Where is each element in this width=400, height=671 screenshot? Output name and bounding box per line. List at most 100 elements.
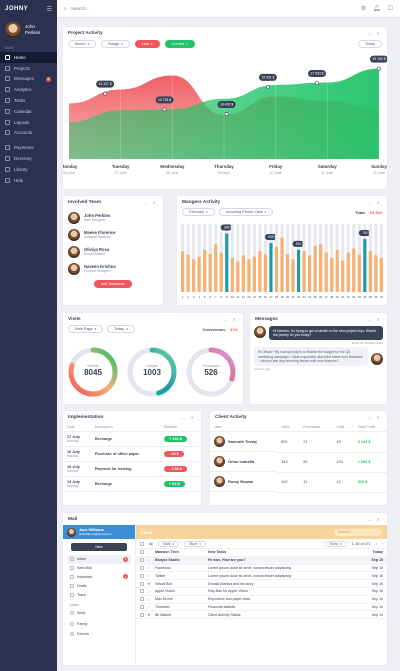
- mail-folder[interactable]: Inbox 2: [67, 555, 131, 564]
- row-checkbox[interactable]: [140, 550, 144, 555]
- row-checkbox[interactable]: [140, 558, 144, 563]
- folder-label: Drafts: [77, 583, 87, 588]
- card-controls[interactable]: — ✕: [367, 200, 382, 205]
- star-icon[interactable]: ☆: [147, 565, 151, 571]
- menu-icon[interactable]: ☰: [46, 6, 52, 13]
- card-controls[interactable]: — ✕: [367, 415, 382, 420]
- sidebar-item-accounts[interactable]: Accounts: [0, 128, 57, 139]
- star-icon[interactable]: ★: [147, 612, 151, 618]
- sidebar-item-analytics[interactable]: Analytics: [0, 84, 57, 95]
- table-row[interactable]: Romy Rowan 192 11 12 532 $: [210, 472, 387, 493]
- mail-row[interactable]: ☆ Facebook Lorem ipsum dolor sit amet, con…: [136, 565, 387, 573]
- row-checkbox[interactable]: [140, 597, 144, 602]
- card-controls[interactable]: — ✕: [367, 517, 382, 522]
- bell-icon[interactable]: 🔔︎: [372, 5, 381, 12]
- amount-chip: + 134 $: [164, 436, 187, 442]
- show-dropdown[interactable]: Show ▾: [324, 540, 347, 547]
- move-dropdown[interactable]: Move ▾: [184, 540, 206, 547]
- sidebar-item-home[interactable]: Home: [0, 52, 57, 63]
- mail-search-input[interactable]: Search...: [334, 528, 382, 536]
- mail-folder[interactable]: Important 1: [67, 573, 131, 582]
- team-member[interactable]: Naveen Krishna Product Designer: [68, 260, 158, 277]
- user-first-name: John: [25, 24, 35, 29]
- source-select[interactable]: Web Page ▾: [68, 325, 104, 333]
- team-member[interactable]: Maeve Florence Software Analysis: [68, 226, 158, 243]
- search-input[interactable]: ⌕ Search...: [64, 6, 361, 12]
- row-checkbox[interactable]: [140, 565, 144, 570]
- table-row[interactable]: 14 July Monday Recharge + 68 $: [63, 476, 201, 492]
- filter-month[interactable]: Month ▾: [68, 40, 97, 48]
- mail-folder[interactable]: Sent Mail: [67, 564, 131, 573]
- table-row[interactable]: 16 July Monday Payment for hosting - 7.00 $: [63, 461, 201, 477]
- table-row[interactable]: Samrath Tevraj 801 21 43 3 244 $: [210, 431, 387, 453]
- mail-row[interactable]: ☆ Apple Vision Ray-Ban for Apple Vision Sep…: [136, 588, 387, 596]
- mail-row[interactable]: ☆ Max Drone Reportbox and paper docs Sep 15: [136, 596, 387, 604]
- sidebar-item-help[interactable]: Help: [0, 175, 57, 186]
- star-icon[interactable]: ☆: [147, 573, 151, 579]
- mail-row[interactable]: ★ Bit Market Client Activity Status Sep 14: [136, 611, 387, 620]
- sidebar-item-payments[interactable]: Payments: [0, 142, 57, 153]
- star-icon[interactable]: ☆: [147, 588, 151, 594]
- cart-icon[interactable]: ☐: [387, 5, 393, 12]
- card-controls[interactable]: — ✕: [143, 200, 158, 205]
- star-icon[interactable]: ★: [147, 581, 151, 587]
- client-name: Romy Rowan: [228, 479, 254, 484]
- row-checkbox[interactable]: [140, 604, 144, 609]
- mark-dropdown[interactable]: Mark ▾: [158, 540, 180, 547]
- mail-row[interactable]: ☆ Twitter Lorem ipsum dolor sit amet, cons…: [136, 572, 387, 581]
- card-controls[interactable]: — ✕: [367, 317, 382, 322]
- type-select[interactable]: Incoming Phone Calls ▾: [218, 208, 274, 216]
- mail-label[interactable]: Family: [67, 618, 131, 628]
- sidebar-item-label: Messages: [14, 76, 35, 82]
- user-profile[interactable]: John Perkins: [0, 18, 57, 44]
- star-icon[interactable]: ☆: [147, 604, 151, 610]
- card-controls[interactable]: — ✕: [223, 317, 238, 322]
- filter-last[interactable]: Last ▾: [134, 40, 160, 48]
- mail-row[interactable]: ☆ Blurpix Studio Hi man, How are you? Sep 1…: [136, 556, 387, 565]
- table-row[interactable]: Omar Isabella 343 92 102 1 082 $: [210, 452, 387, 473]
- select-all-checkbox[interactable]: [140, 541, 144, 546]
- month-select[interactable]: February ▾: [182, 208, 215, 216]
- prev-icon[interactable]: ‹: [375, 541, 377, 546]
- next-icon[interactable]: ›: [381, 541, 383, 546]
- sidebar-item-directory[interactable]: Directory: [0, 153, 57, 164]
- table-row[interactable]: 16 July Monday Purchase of office paper - 3…: [63, 446, 201, 462]
- mail-label[interactable]: Work: [67, 608, 131, 618]
- sidebar-item-messages[interactable]: Messages 5: [0, 74, 57, 85]
- add-teammate-button[interactable]: Add Teammate: [93, 280, 133, 288]
- table-row[interactable]: 17 July Monday Recharge + 134 $: [63, 431, 201, 447]
- bar-tick-label: 36: [374, 295, 378, 299]
- mail-label[interactable]: Friends: [67, 629, 131, 639]
- sidebar-item-layouts[interactable]: Layouts: [0, 117, 57, 128]
- star-icon[interactable]: ☆: [147, 596, 151, 602]
- mail-folder[interactable]: Drafts: [67, 581, 131, 590]
- card-controls[interactable]: — ✕: [181, 415, 196, 420]
- mail-subject: Lorem ipsum dolor sit amet, consectetuer…: [208, 573, 291, 578]
- sidebar-item-calendar[interactable]: Calendar: [0, 106, 57, 117]
- gear-icon[interactable]: ⚙: [360, 5, 366, 12]
- team-member[interactable]: John Perkins Web Designer: [68, 209, 158, 226]
- row-checkbox[interactable]: [140, 573, 144, 578]
- today-button[interactable]: Today: [357, 40, 382, 48]
- mail-account[interactable]: Jack Williams jackwilliams@gmail.com: [63, 525, 135, 539]
- card-controls[interactable]: — ✕: [367, 31, 382, 36]
- row-checkbox[interactable]: [140, 581, 144, 586]
- sidebar-item-library[interactable]: Library: [0, 164, 57, 175]
- period-select[interactable]: Today ▾: [107, 325, 135, 333]
- star-icon[interactable]: ☆: [147, 549, 151, 555]
- star-icon[interactable]: ☆: [147, 557, 151, 563]
- row-checkbox[interactable]: [140, 589, 144, 594]
- bar: [181, 251, 185, 292]
- team-member[interactable]: Oliviya Rosa Scrum Master: [68, 243, 158, 260]
- sidebar-item-projects[interactable]: Projects: [0, 63, 57, 74]
- sidebar-item-tasks[interactable]: Tasks: [0, 95, 57, 106]
- new-mail-button[interactable]: New: [71, 543, 127, 551]
- mail-row[interactable]: ☆ Mansion Tech New Tasks Today: [136, 549, 387, 557]
- filter-current[interactable]: Current ▾: [164, 40, 195, 48]
- bar: [313, 245, 317, 292]
- row-checkbox[interactable]: [140, 612, 144, 617]
- mail-row[interactable]: ★ Virtual Box Donald Markus and his story S…: [136, 580, 387, 588]
- filter-range[interactable]: Range ▾: [101, 40, 130, 48]
- mail-folder[interactable]: Trash: [67, 590, 131, 599]
- mail-row[interactable]: ☆ Timeweb Financial statistic Sep 15: [136, 604, 387, 612]
